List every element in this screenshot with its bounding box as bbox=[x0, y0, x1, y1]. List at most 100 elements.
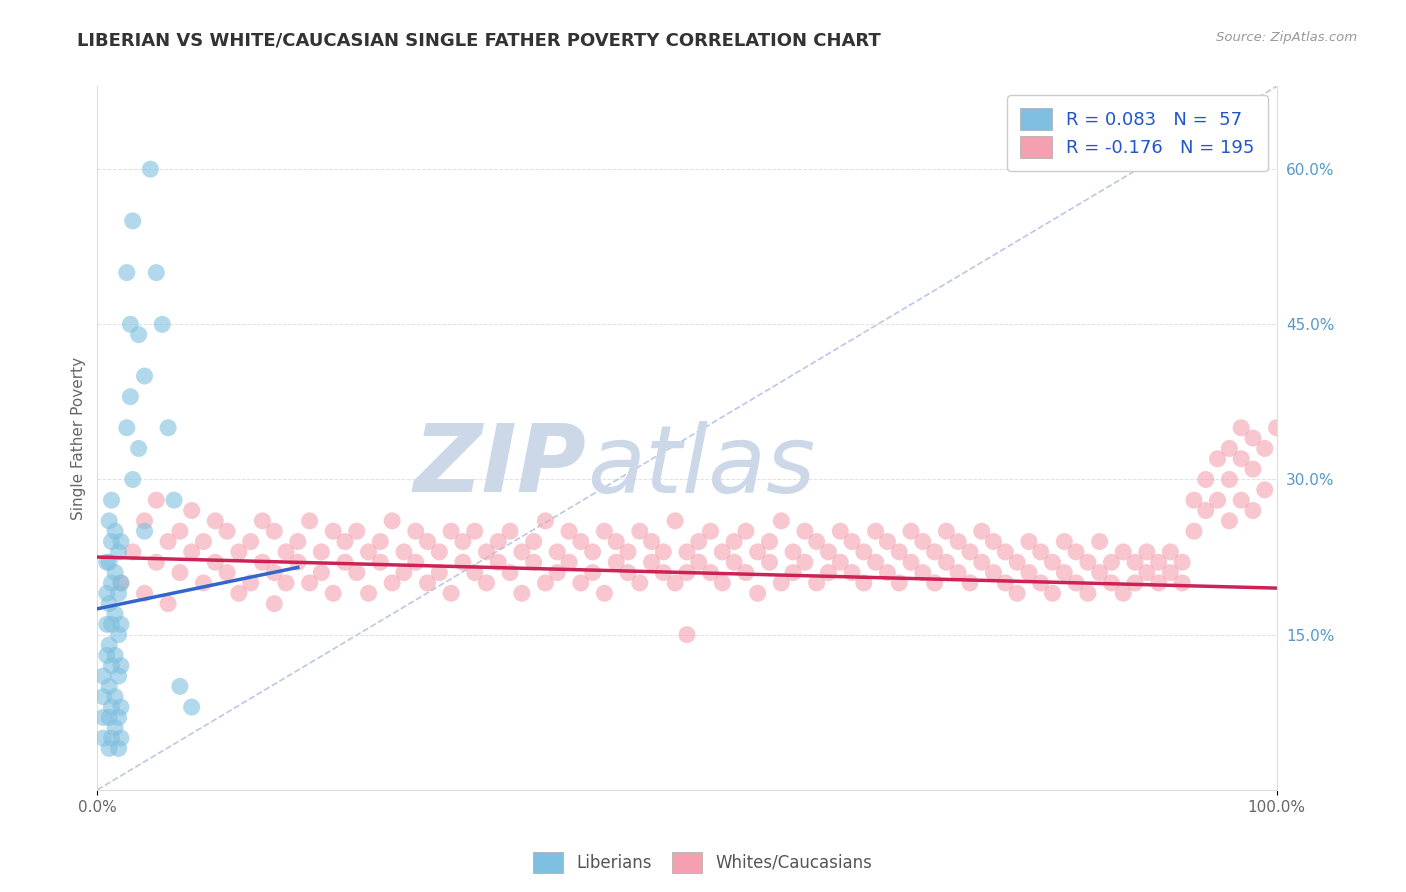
Point bbox=[711, 576, 734, 591]
Point bbox=[91, 710, 114, 724]
Point bbox=[346, 566, 368, 580]
Point bbox=[96, 648, 118, 663]
Point bbox=[793, 555, 815, 569]
Point bbox=[558, 555, 581, 569]
Point bbox=[464, 524, 486, 539]
Point bbox=[107, 586, 129, 600]
Point bbox=[510, 586, 533, 600]
Point bbox=[274, 545, 297, 559]
Point bbox=[1241, 503, 1264, 517]
Point bbox=[392, 545, 415, 559]
Point bbox=[110, 658, 132, 673]
Point bbox=[357, 586, 380, 600]
Point bbox=[427, 566, 450, 580]
Point bbox=[1053, 566, 1076, 580]
Point bbox=[1112, 545, 1135, 559]
Point bbox=[100, 576, 122, 591]
Point bbox=[120, 318, 142, 332]
Point bbox=[924, 576, 946, 591]
Point bbox=[215, 524, 238, 539]
Point bbox=[876, 566, 898, 580]
Point bbox=[193, 576, 215, 591]
Point bbox=[1101, 576, 1123, 591]
Point bbox=[900, 555, 922, 569]
Point bbox=[128, 327, 150, 342]
Point bbox=[370, 534, 392, 549]
Point bbox=[534, 576, 557, 591]
Point bbox=[1136, 545, 1159, 559]
Point bbox=[370, 555, 392, 569]
Point bbox=[758, 555, 780, 569]
Point bbox=[287, 555, 309, 569]
Text: LIBERIAN VS WHITE/CAUCASIAN SINGLE FATHER POVERTY CORRELATION CHART: LIBERIAN VS WHITE/CAUCASIAN SINGLE FATHE… bbox=[77, 31, 882, 49]
Point bbox=[322, 586, 344, 600]
Point bbox=[1088, 566, 1111, 580]
Point bbox=[605, 555, 627, 569]
Point bbox=[758, 534, 780, 549]
Point bbox=[817, 545, 839, 559]
Point bbox=[1077, 586, 1099, 600]
Point bbox=[120, 390, 142, 404]
Point bbox=[1171, 555, 1194, 569]
Point bbox=[107, 669, 129, 683]
Point bbox=[475, 545, 498, 559]
Point bbox=[333, 555, 356, 569]
Point bbox=[1123, 576, 1146, 591]
Point bbox=[100, 534, 122, 549]
Point bbox=[110, 576, 132, 591]
Point bbox=[110, 731, 132, 745]
Point bbox=[104, 607, 127, 621]
Point bbox=[935, 524, 957, 539]
Point bbox=[1112, 586, 1135, 600]
Point bbox=[239, 534, 262, 549]
Point bbox=[239, 576, 262, 591]
Point bbox=[263, 524, 285, 539]
Point bbox=[1147, 555, 1170, 569]
Point bbox=[298, 576, 321, 591]
Point bbox=[298, 514, 321, 528]
Point bbox=[98, 638, 121, 652]
Point bbox=[1171, 576, 1194, 591]
Point bbox=[1206, 493, 1229, 508]
Point bbox=[416, 576, 439, 591]
Point bbox=[1042, 586, 1064, 600]
Point bbox=[1218, 442, 1240, 456]
Point bbox=[405, 555, 427, 569]
Point bbox=[983, 566, 1005, 580]
Point bbox=[817, 566, 839, 580]
Point bbox=[263, 597, 285, 611]
Point bbox=[157, 534, 180, 549]
Point bbox=[1241, 431, 1264, 445]
Point bbox=[169, 566, 191, 580]
Y-axis label: Single Father Poverty: Single Father Poverty bbox=[72, 357, 86, 520]
Point bbox=[628, 576, 651, 591]
Point bbox=[652, 545, 675, 559]
Point bbox=[581, 566, 603, 580]
Point bbox=[263, 566, 285, 580]
Point bbox=[180, 545, 202, 559]
Point bbox=[91, 731, 114, 745]
Point bbox=[128, 442, 150, 456]
Point bbox=[1159, 566, 1181, 580]
Point bbox=[157, 597, 180, 611]
Point bbox=[107, 710, 129, 724]
Point bbox=[134, 586, 156, 600]
Point bbox=[711, 545, 734, 559]
Point bbox=[107, 628, 129, 642]
Point bbox=[150, 318, 173, 332]
Point bbox=[1005, 586, 1028, 600]
Point bbox=[852, 576, 875, 591]
Point bbox=[699, 566, 721, 580]
Point bbox=[676, 628, 699, 642]
Point bbox=[735, 566, 758, 580]
Point bbox=[1064, 576, 1087, 591]
Point bbox=[381, 576, 404, 591]
Point bbox=[770, 514, 793, 528]
Point bbox=[115, 266, 138, 280]
Point bbox=[593, 524, 616, 539]
Text: atlas: atlas bbox=[586, 421, 815, 512]
Point bbox=[970, 524, 993, 539]
Point bbox=[1123, 555, 1146, 569]
Point bbox=[180, 700, 202, 714]
Point bbox=[911, 534, 934, 549]
